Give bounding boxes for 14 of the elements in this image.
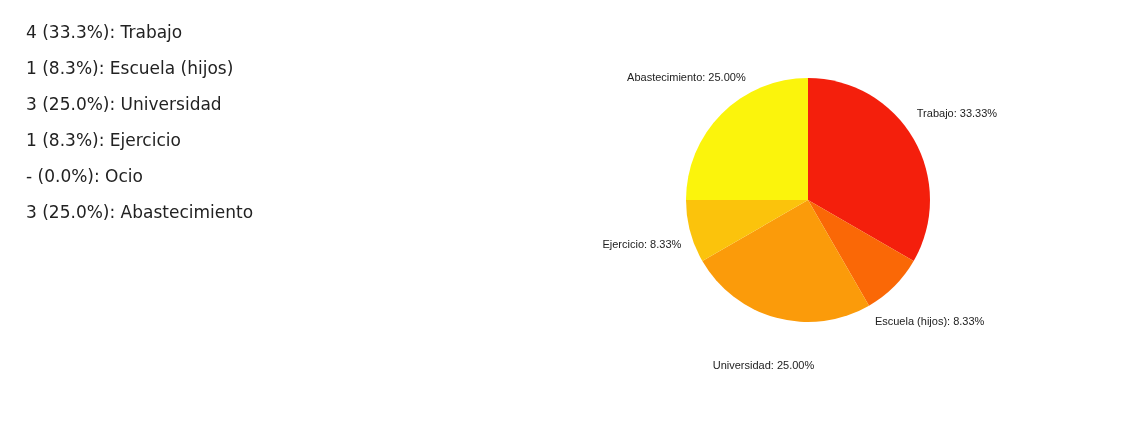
slice-label: Ejercicio: 8.33% [602,237,682,250]
text: 3 (25.0%): Abastecimiento [26,202,254,224]
slice-label: Trabajo: 33.33% [916,107,998,119]
text: 1 (8.3%): Escuela (hijos) [26,58,235,80]
pie-slice [808,200,914,306]
text: - (0.0%): Ocio [26,166,144,188]
pie-slice [702,200,870,322]
text: 4 (33.3%): Trabajo [26,22,184,44]
text: 3 (25.0%): Universidad [26,94,223,116]
slice-label: Abastecimiento: 25.00% [627,71,746,84]
slice-label: Universidad: 25.00% [712,359,815,372]
slice-label: Escuela (hijos): 8.33% [874,314,985,327]
text: 1 (8.3%): Ejercicio [26,130,182,152]
pie-slice [686,200,808,261]
